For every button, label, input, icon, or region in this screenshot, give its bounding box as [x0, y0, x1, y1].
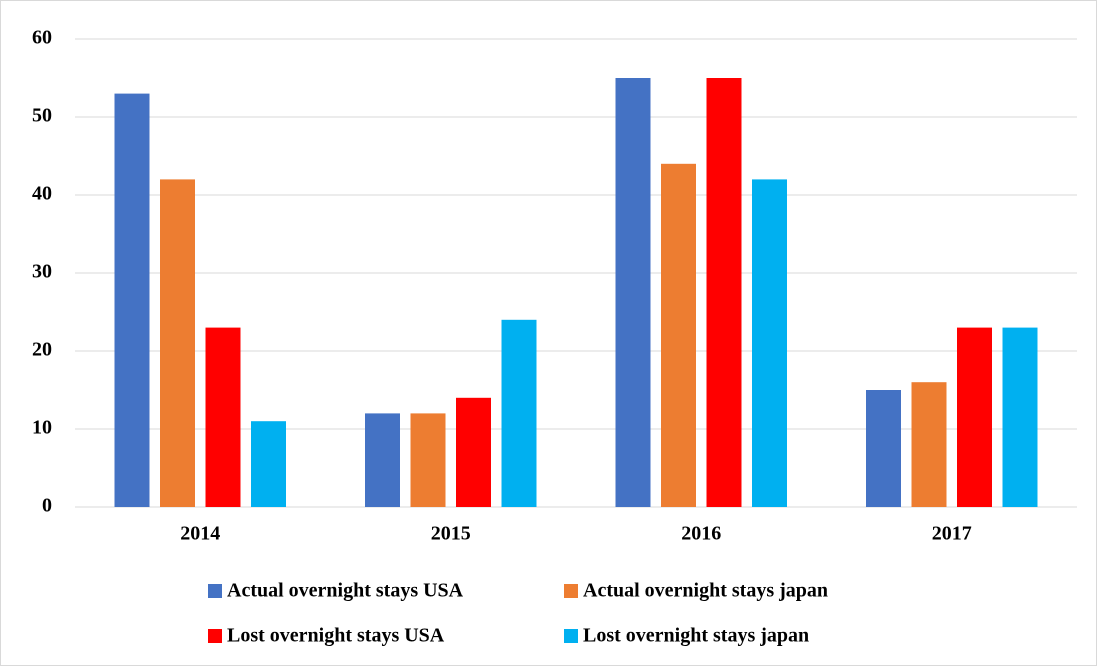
bar — [866, 390, 901, 507]
x-tick-label: 2014 — [180, 523, 220, 545]
y-tick-label: 40 — [32, 183, 52, 205]
y-tick-label: 60 — [32, 27, 52, 49]
x-tick-label: 2015 — [431, 523, 471, 545]
legend-swatch — [564, 629, 578, 643]
legend-label: Actual overnight stays USA — [227, 580, 464, 602]
x-tick-label: 2017 — [932, 523, 972, 545]
y-tick-label: 10 — [32, 417, 52, 439]
bar — [365, 413, 400, 507]
legend-swatch — [208, 629, 222, 643]
bar — [911, 382, 947, 507]
x-tick-label: 2016 — [681, 523, 721, 545]
bar — [160, 179, 195, 507]
bar — [615, 78, 651, 507]
bar — [706, 78, 742, 507]
bar — [1002, 327, 1038, 507]
legend-swatch — [208, 584, 222, 598]
bar — [205, 327, 241, 507]
bar — [114, 93, 150, 507]
bar — [410, 413, 446, 507]
y-tick-label: 0 — [42, 495, 52, 517]
bar — [752, 179, 787, 507]
bar — [251, 421, 286, 507]
legend-swatch — [564, 584, 578, 598]
y-tick-label: 20 — [32, 339, 52, 361]
legend-label: Lost overnight stays japan — [583, 625, 809, 647]
bar — [501, 319, 537, 507]
legend-label: Actual overnight stays japan — [583, 580, 828, 602]
y-tick-label: 50 — [32, 105, 52, 127]
legend-label: Lost overnight stays USA — [227, 625, 445, 647]
bar — [661, 163, 696, 508]
bar — [957, 327, 992, 507]
bar — [456, 397, 491, 507]
y-tick-label: 30 — [32, 261, 52, 283]
